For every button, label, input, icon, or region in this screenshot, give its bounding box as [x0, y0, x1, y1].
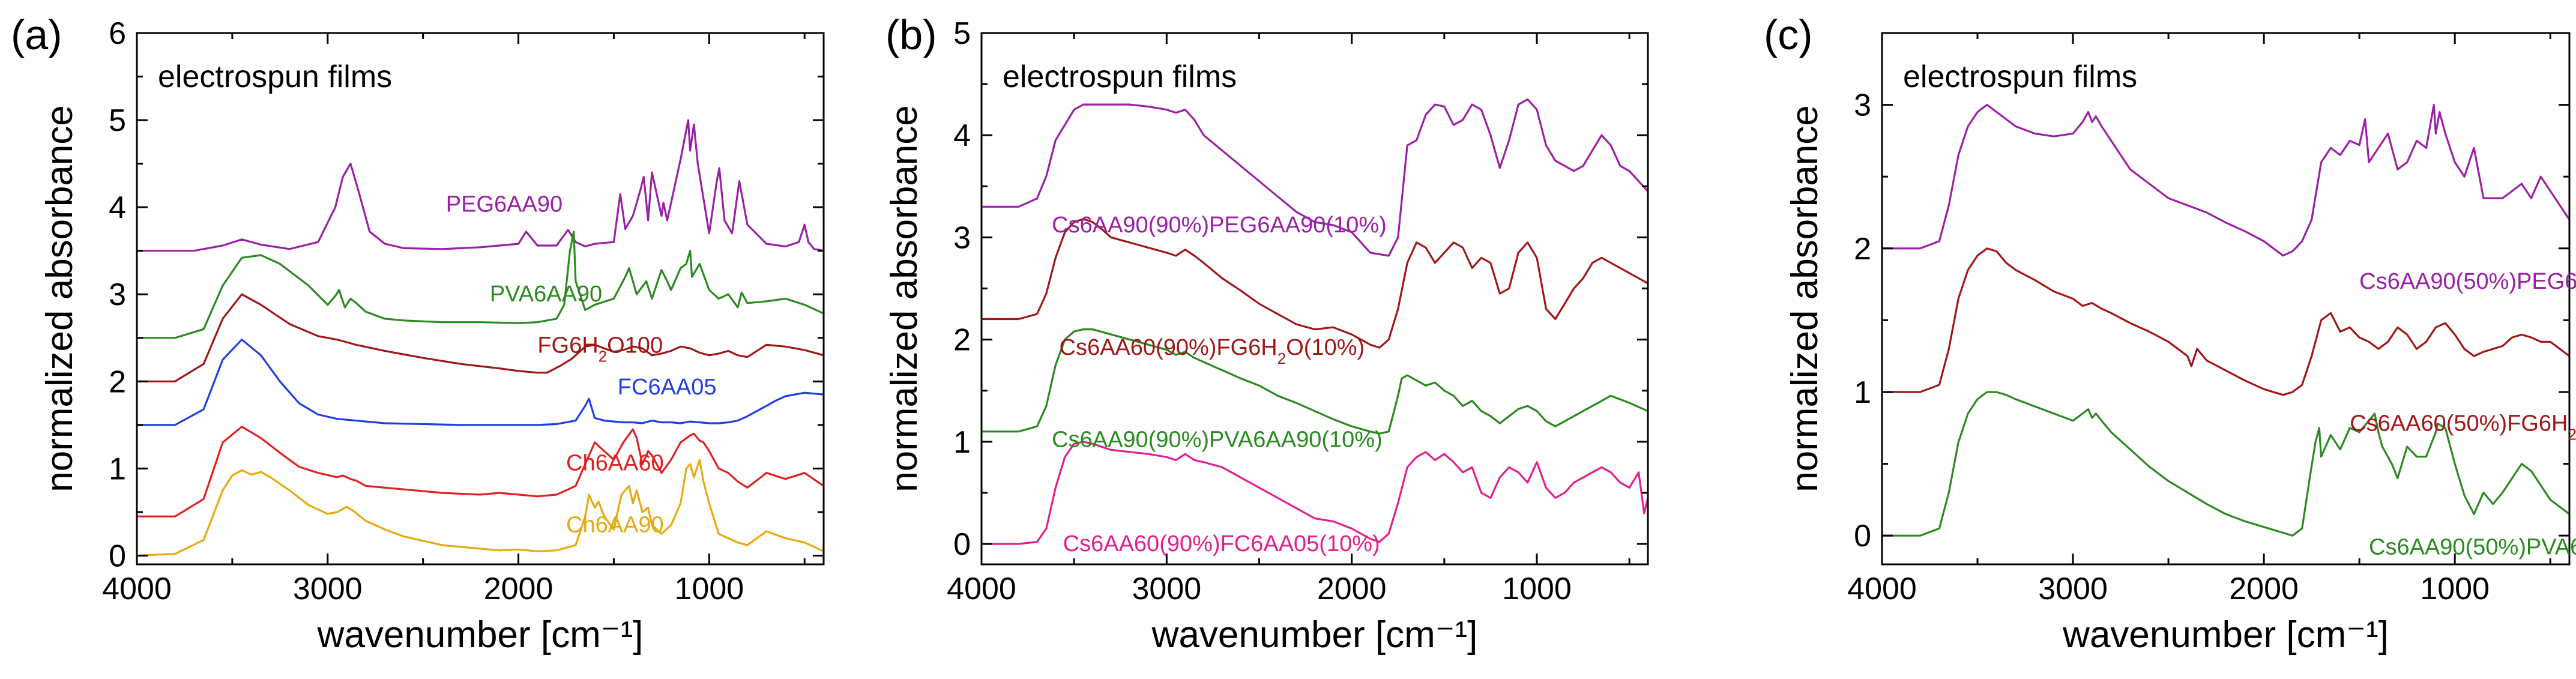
y-tick-label: 3: [109, 277, 126, 312]
series-line-PEG6AA90: [137, 119, 824, 252]
y-axis-label: normalized absorbance: [39, 105, 80, 492]
series-line-Cs6AA60(90%)FG6H2O(10%): [982, 218, 1648, 349]
y-tick-label: 2: [953, 323, 971, 358]
series-line-FC6AA05: [137, 339, 824, 426]
y-tick-label: 2: [1854, 232, 1871, 267]
y-tick-label: 4: [953, 118, 971, 153]
x-tick-label: 2000: [484, 572, 554, 606]
x-tick-label: 1000: [674, 572, 744, 606]
series-line-PVA6AA90: [137, 231, 824, 339]
y-tick-label: 0: [953, 527, 971, 562]
x-tick-label: 4000: [1847, 572, 1917, 606]
panel-a: 4000 3000 2000 1000 0 1 2 3 4 5 6 wavenumber [cm⁻¹]…: [11, 11, 825, 656]
x-tick-label: 2000: [1317, 572, 1387, 606]
series-label: PVA6AA90: [490, 282, 602, 307]
x-tick-label: 1000: [1502, 572, 1572, 606]
series-line-Cs6AA60(90%)FC6AA05(10%): [982, 441, 1648, 545]
series-label: PEG6AA90: [446, 192, 563, 217]
plot-frame: [980, 32, 1649, 566]
series-line-Cs6AA90(90%)PEG6AA90(10%): [982, 98, 1648, 257]
series-line-Cs6AA90(50%)PVA6AA90(50%): [1882, 391, 2569, 537]
x-tick-label: 4000: [947, 572, 1016, 606]
series-line-Cs6AA90(50%)PEG6AA90(50%): [1882, 104, 2569, 257]
series-line-FG6H2O100: [137, 293, 824, 382]
y-tick-label: 5: [109, 103, 126, 138]
x-tick-label: 3000: [1132, 572, 1201, 606]
x-axis-label: wavenumber [cm⁻¹]: [2062, 614, 2389, 656]
y-tick-label: 1: [109, 451, 126, 486]
series-line-Ch6AA60: [137, 426, 824, 518]
y-tick-label: 1: [1854, 375, 1871, 410]
series-line-Cs6AA60(50%)FG6H2O(50%): [1882, 247, 2569, 396]
series-label: Cs6AA60(90%)FC6AA05(10%): [1063, 531, 1380, 557]
y-tick-label: 0: [109, 539, 126, 573]
x-tick-label: 3000: [293, 572, 363, 606]
x-tick-label: 4000: [102, 572, 172, 606]
panel-c: 4000 3000 2000 1000 0 1 2 3 wavenumber [cm⁻¹] nor…: [1764, 11, 2576, 656]
panel-label: (b): [885, 11, 937, 58]
y-tick-label: 0: [1854, 519, 1871, 554]
y-tick-label: 5: [953, 16, 971, 51]
y-tick-label: 6: [109, 16, 126, 51]
y-tick-label: 2: [109, 364, 126, 399]
series-label: Ch6AA90: [566, 512, 664, 537]
y-tick-label: 1: [953, 425, 971, 460]
x-axis-label: wavenumber [cm⁻¹]: [1151, 614, 1478, 656]
y-tick-label: 3: [1854, 88, 1871, 123]
x-axis-label: wavenumber [cm⁻¹]: [317, 614, 644, 656]
series-label: Cs6AA60(90%)FG6H2O(10%): [1060, 335, 1365, 367]
series-label: Cs6AA90(50%)PVA6AA90(50%): [2369, 534, 2576, 560]
series-line-Ch6AA90: [137, 459, 824, 557]
panel-annotation: electrospun films: [158, 59, 392, 94]
series-label: Cs6AA90(90%)PEG6AA90(10%): [1052, 213, 1387, 238]
x-tick-label: 3000: [2038, 572, 2108, 606]
panel-label: (c): [1764, 11, 1813, 58]
y-tick-label: 3: [953, 220, 971, 255]
panel-annotation: electrospun films: [1903, 59, 2137, 94]
series-label: FG6H2O100: [537, 333, 663, 365]
plot-frame: [1881, 32, 2571, 566]
plot-frame: [136, 32, 825, 566]
series-label: FC6AA05: [618, 375, 717, 400]
series-line-Cs6AA90(90%)PVA6AA90(10%): [982, 328, 1648, 435]
panel-b: 4000 3000 2000 1000 0 1 2 3 4 5 wavenumber [cm⁻¹] n…: [884, 11, 1649, 656]
series-label: Cs6AA90(50%)PEG6AA90(50%): [2359, 269, 2576, 294]
y-axis-label: normalized absorbance: [884, 105, 925, 492]
x-tick-label: 2000: [2229, 572, 2299, 606]
panel-label: (a): [11, 11, 62, 58]
x-tick-label: 1000: [2420, 572, 2490, 606]
series-label: Cs6AA90(90%)PVA6AA90(10%): [1052, 427, 1383, 452]
y-axis-label: normalized absorbance: [1784, 105, 1826, 492]
series-label: Cs6AA60(50%)FG6H2O(50%): [2350, 411, 2576, 444]
panel-annotation: electrospun films: [1003, 59, 1237, 94]
series-label: Ch6AA60: [566, 450, 664, 475]
y-tick-label: 4: [109, 190, 126, 225]
